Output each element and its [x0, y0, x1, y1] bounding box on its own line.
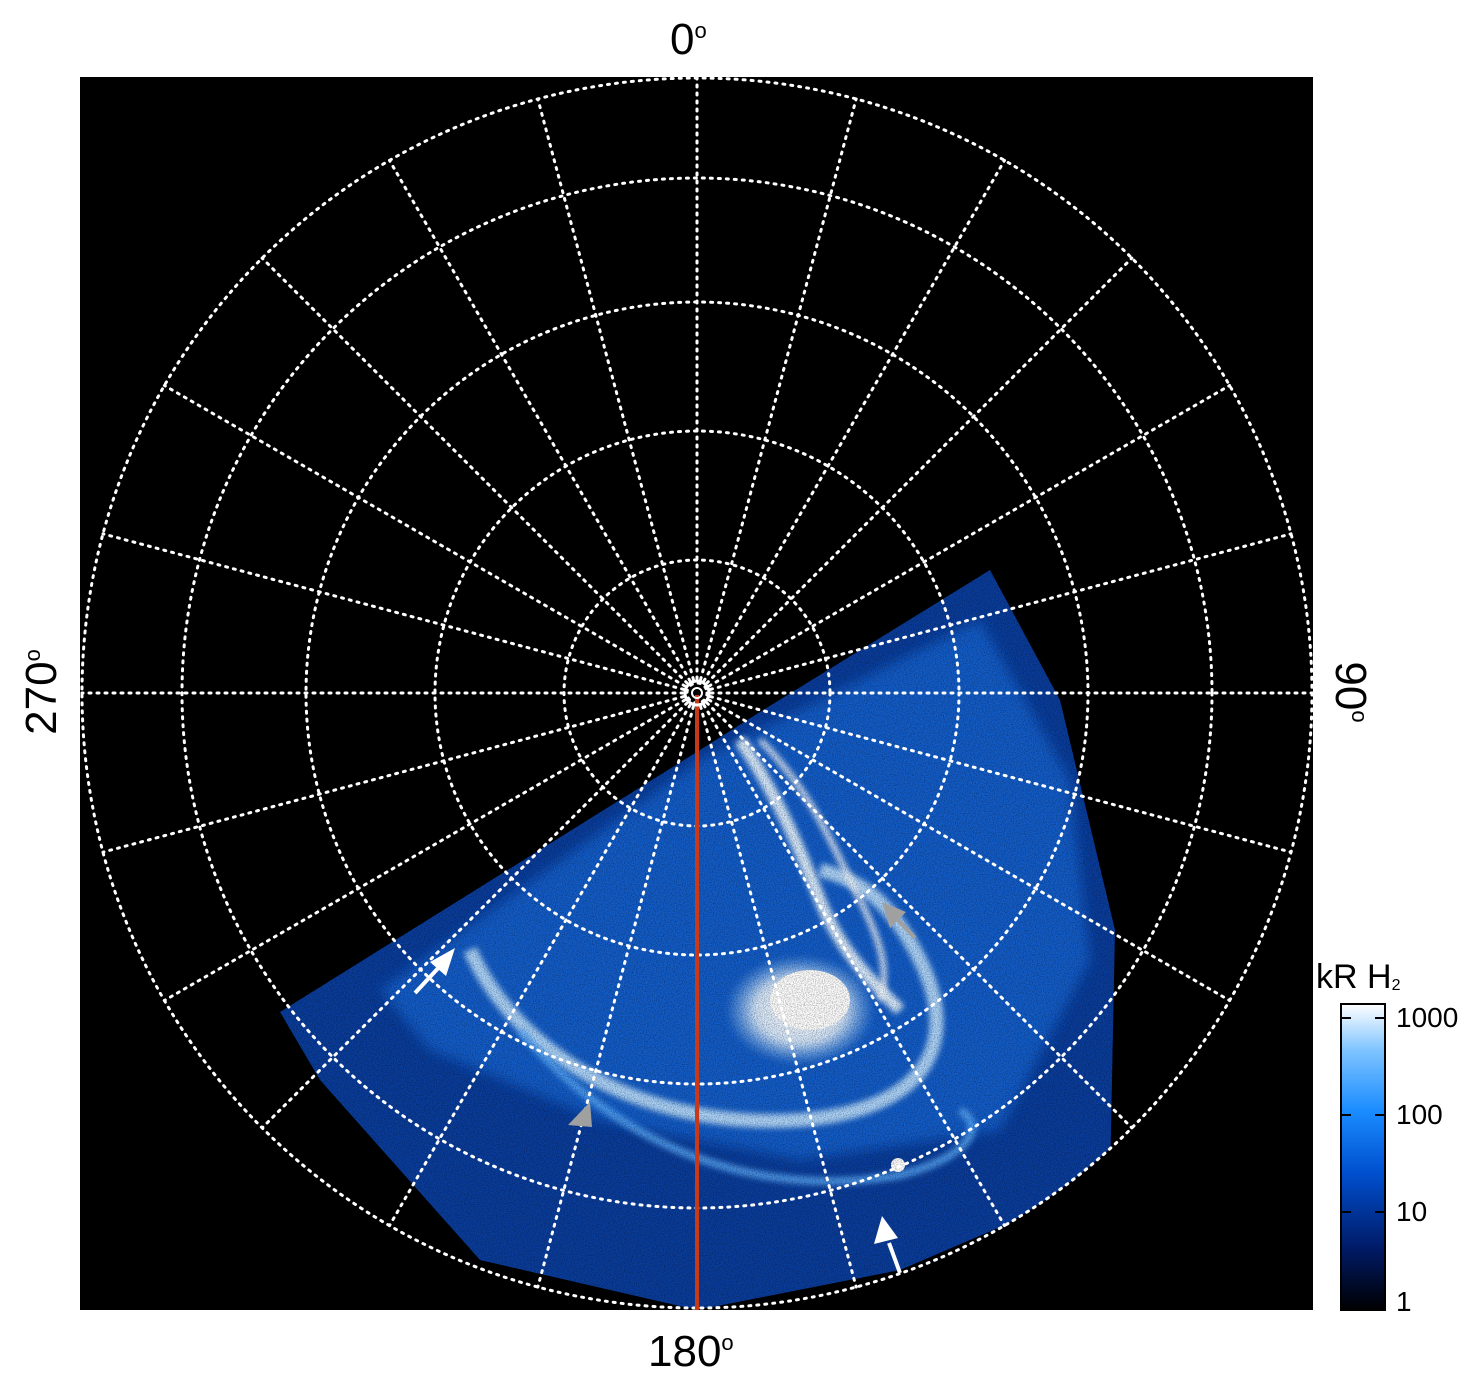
colorbar-tick-label: 100 [1396, 1099, 1443, 1130]
label-270-deg: 270o [17, 649, 66, 735]
colorbar-ticks [1341, 1017, 1385, 1213]
arrow-white-bottom [874, 1216, 902, 1274]
label-90-deg: 90o [1326, 661, 1375, 723]
arrow-white-left [413, 948, 455, 995]
arrow-gray-bottom-left [568, 1102, 592, 1127]
pole-marker-outer [683, 679, 711, 707]
label-180-deg: 180o [648, 1327, 734, 1376]
colorbar [1340, 1003, 1386, 1311]
pole-marker-inner [691, 687, 703, 699]
label-0-deg: 0o [670, 15, 707, 64]
colorbar-tick-label: 10 [1396, 1196, 1428, 1227]
colorbar-title: kR H2 [1316, 958, 1401, 996]
arrow-gray-right [882, 902, 917, 940]
colorbar-tick-label: 1 [1396, 1286, 1412, 1317]
colorbar-tick-label: 1000 [1396, 1002, 1459, 1033]
